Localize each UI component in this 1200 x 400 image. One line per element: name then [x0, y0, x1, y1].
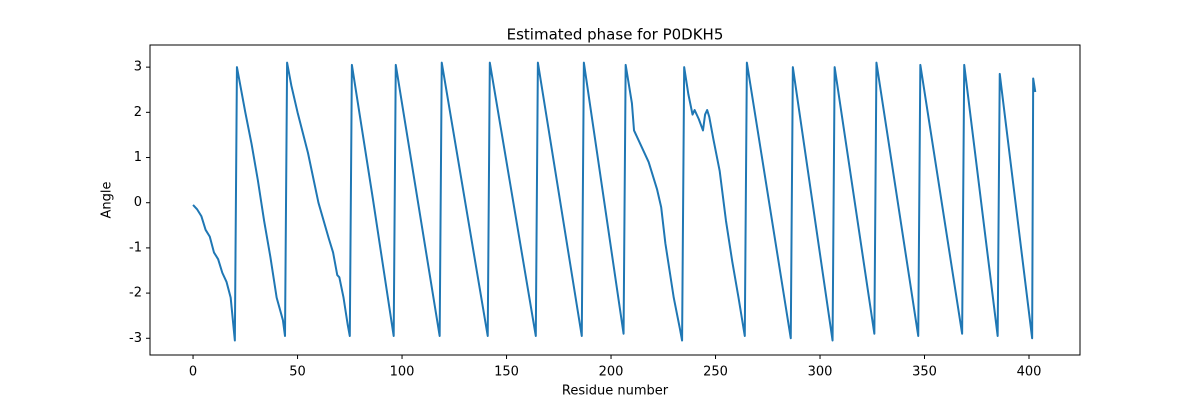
y-tick-label: 3	[134, 60, 142, 75]
x-tick-label: 350	[912, 365, 937, 380]
y-tick-label: 2	[134, 105, 142, 120]
x-tick-label: 0	[189, 365, 197, 380]
chart-title: Estimated phase for P0DKH5	[507, 26, 724, 44]
x-tick-label: 250	[703, 365, 728, 380]
x-tick-label: 150	[494, 365, 519, 380]
x-axis-label: Residue number	[562, 384, 669, 399]
y-tick-label: -1	[129, 240, 142, 255]
x-tick-label: 200	[599, 365, 624, 380]
line-series	[192, 61, 1037, 342]
x-tick-label: 100	[390, 365, 415, 380]
y-tick-label: 0	[134, 195, 142, 210]
y-tick-label: -2	[129, 286, 142, 301]
y-tick-label: 1	[134, 150, 142, 165]
y-axis-label: Angle	[100, 182, 115, 219]
y-tick-label: -3	[129, 331, 142, 346]
x-tick-label: 400	[1017, 365, 1042, 380]
x-tick-label: 300	[808, 365, 833, 380]
plot-frame	[149, 44, 1081, 356]
x-tick-label: 50	[289, 365, 306, 380]
